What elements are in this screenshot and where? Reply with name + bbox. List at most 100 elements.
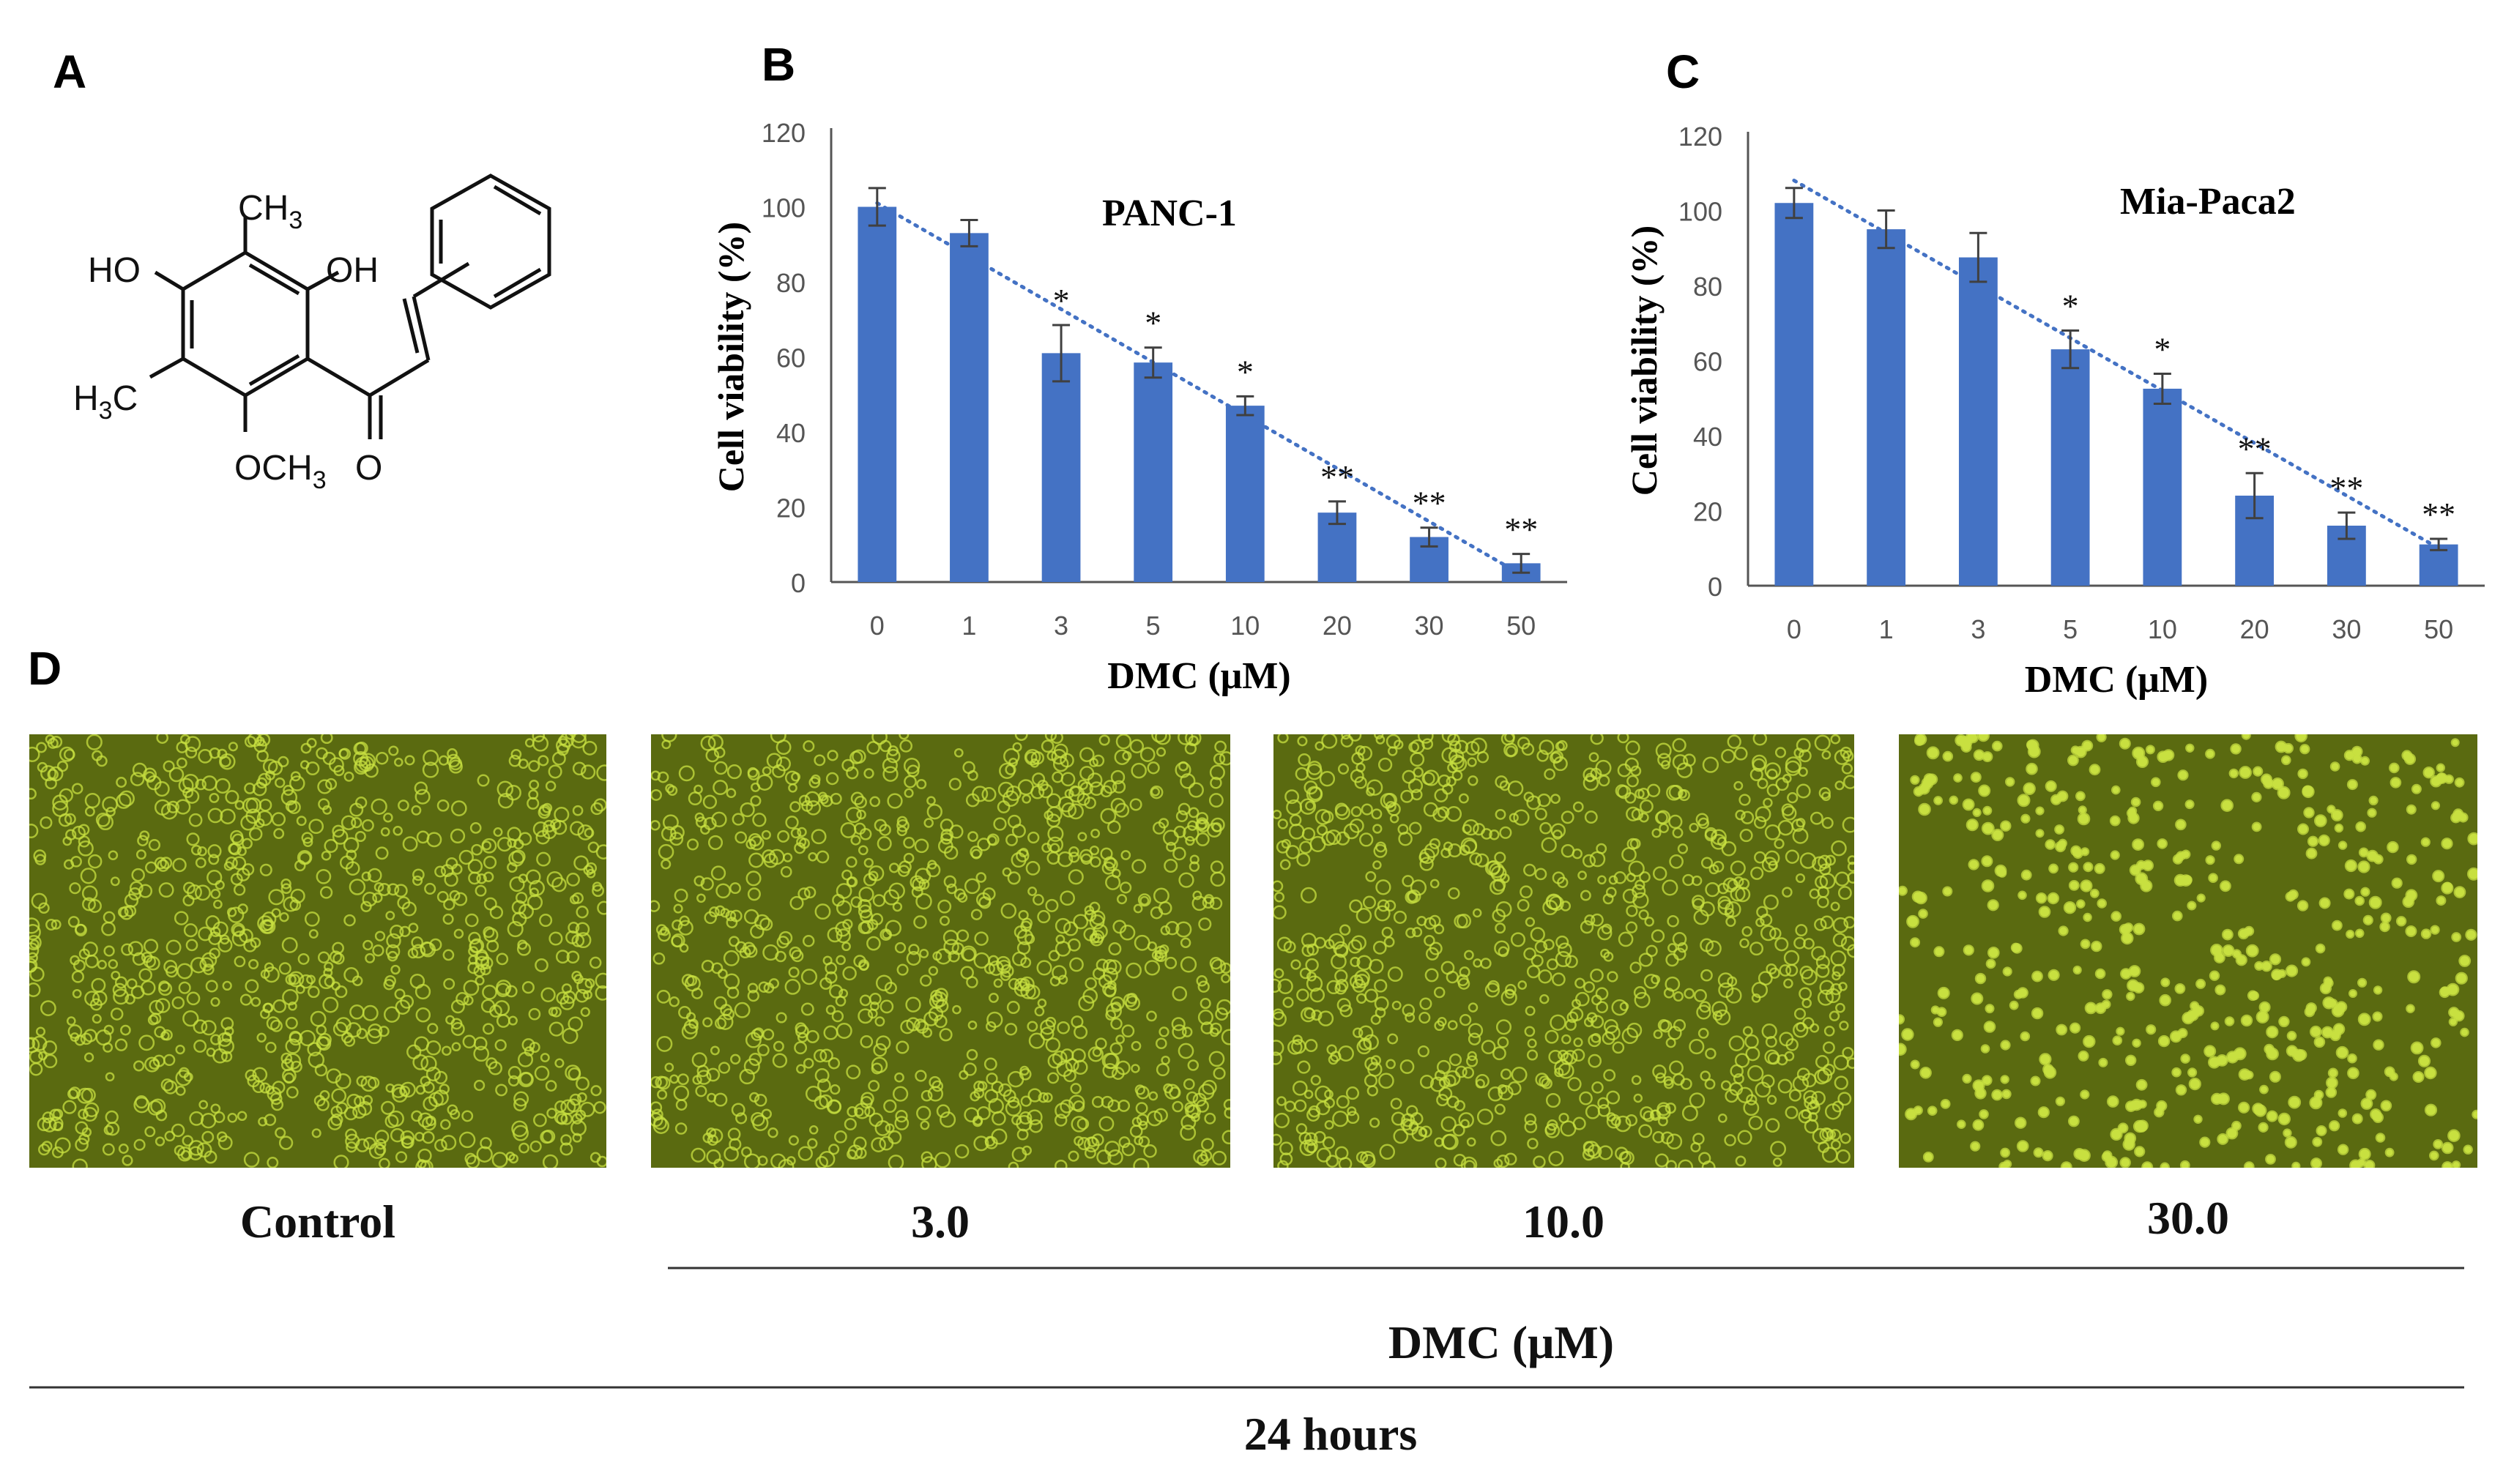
bar bbox=[1958, 257, 1998, 586]
bar bbox=[1867, 229, 1906, 586]
panel-label-a: A bbox=[53, 45, 86, 98]
significance-marker: * bbox=[1237, 353, 1254, 390]
y-tick-label: 40 bbox=[1693, 422, 1722, 452]
central-ring bbox=[181, 250, 310, 398]
micrograph-row bbox=[29, 734, 2477, 1168]
significance-marker: * bbox=[2154, 330, 2171, 368]
error-bar bbox=[2338, 511, 2356, 540]
significance-marker: * bbox=[1145, 305, 1161, 342]
error-bar bbox=[1969, 231, 1987, 283]
y-tick-label: 60 bbox=[1693, 347, 1722, 377]
y-tick-label: 60 bbox=[776, 343, 806, 373]
x-tick-label: 0 bbox=[870, 611, 885, 641]
bar bbox=[1041, 353, 1081, 582]
micrograph-label-control: Control bbox=[240, 1196, 395, 1248]
ho-label: HO bbox=[88, 251, 141, 290]
significance-marker: ** bbox=[1413, 485, 1446, 522]
significance-marker: * bbox=[1053, 282, 1070, 319]
x-tick-label: 1 bbox=[962, 611, 976, 641]
panel-label-c: C bbox=[1666, 45, 1700, 98]
y-tick-label: 80 bbox=[776, 268, 806, 298]
significance-marker: ** bbox=[1504, 511, 1538, 548]
micrograph-30 bbox=[1899, 734, 2477, 1168]
error-bar bbox=[1785, 187, 1803, 220]
bar bbox=[2050, 349, 2090, 586]
micrograph-10 bbox=[1273, 734, 1854, 1168]
och3-label: OCH3 bbox=[234, 449, 327, 494]
significance-marker: ** bbox=[2422, 496, 2455, 533]
bar bbox=[2143, 388, 2182, 586]
carbonyl-o-label: O bbox=[355, 449, 382, 488]
chart-title: Mia-Paca2 bbox=[2120, 181, 2296, 223]
x-tick-label: 5 bbox=[1146, 611, 1161, 641]
bar bbox=[2419, 544, 2458, 586]
ch3-top-label: CH3 bbox=[238, 189, 302, 234]
bar bbox=[1774, 203, 1814, 586]
error-bar bbox=[1236, 395, 1254, 417]
x-tick-label: 3 bbox=[1971, 614, 1985, 644]
panel-label-b: B bbox=[762, 38, 795, 91]
time-label: 24 hours bbox=[1244, 1408, 1418, 1460]
bar bbox=[858, 206, 897, 582]
y-tick-label: 100 bbox=[1678, 197, 1722, 227]
y-tick-label: 0 bbox=[1708, 572, 1722, 602]
dmc-group-label: DMC (μM) bbox=[1388, 1316, 1614, 1368]
error-bar bbox=[2061, 329, 2080, 370]
micrograph-label-10: 10.0 bbox=[1522, 1196, 1604, 1248]
y-tick-label: 120 bbox=[762, 118, 806, 148]
x-tick-label: 1 bbox=[1879, 614, 1894, 644]
phenyl-ring bbox=[430, 174, 551, 310]
micrograph-control bbox=[29, 734, 606, 1168]
x-tick-label: 10 bbox=[2148, 614, 2177, 644]
y-axis-label: Cell viability (%) bbox=[1624, 225, 1665, 496]
error-bar bbox=[1420, 526, 1438, 548]
micrograph-label-3: 3.0 bbox=[911, 1196, 970, 1248]
h3c-label: H3C bbox=[73, 379, 138, 425]
error-bar bbox=[1144, 346, 1162, 379]
chemical-structure bbox=[149, 174, 551, 439]
x-tick-label: 5 bbox=[2063, 614, 2078, 644]
error-bar bbox=[960, 218, 978, 247]
y-axis-label: Cell viability (%) bbox=[710, 222, 751, 492]
error-bar bbox=[1877, 209, 1895, 250]
x-tick-label: 30 bbox=[2332, 614, 2361, 644]
error-bar bbox=[1328, 500, 1346, 526]
x-tick-label: 20 bbox=[1323, 611, 1352, 641]
x-axis-label: DMC (μM) bbox=[1107, 655, 1290, 697]
micrograph-label-30: 30.0 bbox=[2147, 1192, 2229, 1244]
x-tick-label: 3 bbox=[1054, 611, 1068, 641]
oh-label: OH bbox=[326, 251, 379, 290]
y-tick-label: 80 bbox=[1693, 272, 1722, 302]
x-axis-label: DMC (μM) bbox=[2025, 659, 2208, 701]
panel-label-d: D bbox=[28, 642, 62, 695]
error-bar bbox=[1052, 324, 1071, 383]
x-tick-label: 50 bbox=[1506, 611, 1536, 641]
bar bbox=[1225, 406, 1265, 582]
error-bar bbox=[2245, 471, 2264, 520]
chart-title: PANC-1 bbox=[1102, 193, 1237, 234]
significance-marker: * bbox=[2062, 288, 2079, 325]
significance-marker: ** bbox=[2329, 469, 2363, 507]
error-bar bbox=[1512, 553, 1531, 574]
y-tick-label: 20 bbox=[1693, 497, 1722, 527]
x-tick-label: 0 bbox=[1787, 614, 1801, 644]
error-bar bbox=[868, 187, 886, 227]
bar bbox=[950, 233, 989, 582]
micrograph-3 bbox=[651, 734, 1230, 1168]
trendline bbox=[875, 201, 1523, 577]
error-bar bbox=[2430, 537, 2448, 551]
x-tick-label: 20 bbox=[2240, 614, 2269, 644]
y-tick-label: 20 bbox=[776, 493, 806, 523]
x-tick-label: 50 bbox=[2424, 614, 2453, 644]
significance-marker: ** bbox=[1320, 458, 1354, 496]
bar bbox=[1134, 362, 1173, 582]
y-tick-label: 0 bbox=[791, 568, 806, 598]
trendline bbox=[1792, 179, 2441, 551]
significance-marker: ** bbox=[2238, 430, 2272, 467]
x-tick-label: 10 bbox=[1230, 611, 1260, 641]
x-tick-label: 30 bbox=[1415, 611, 1444, 641]
y-tick-label: 120 bbox=[1678, 122, 1722, 152]
